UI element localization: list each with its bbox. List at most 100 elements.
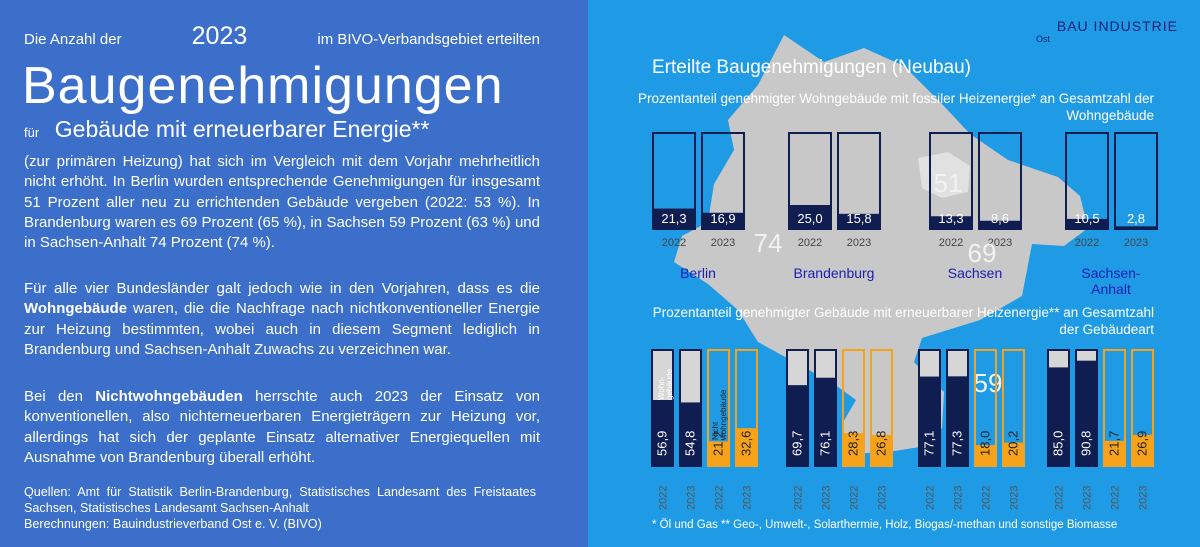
bar-value-label: 77,1 — [922, 431, 937, 456]
year-label: 2023 — [821, 486, 833, 510]
paragraph-3: Bei den Nichtwohngebäuden herrschte auch… — [24, 387, 540, 468]
bar-renewable-1-1-0 — [843, 433, 864, 466]
footnote: * Öl und Gas ** Geo-, Umwelt-, Solarther… — [652, 519, 1118, 531]
bar-value-label: 85,0 — [1051, 431, 1066, 456]
year-label: 2023 — [711, 237, 735, 249]
brand-sub: Ost — [1036, 34, 1051, 44]
sources-line-1: Quellen: Amt für Statistik Berlin-Brande… — [24, 485, 536, 515]
subheadline-small: für — [24, 125, 40, 140]
year-label: 2022 — [1110, 486, 1122, 510]
bar-value-label: 16,9 — [710, 211, 735, 226]
bar-renewable-1-0-0 — [708, 441, 729, 466]
year-label: 2022 — [793, 486, 805, 510]
year-label: 2022 — [658, 486, 670, 510]
bar-renewable-0-0-0 — [652, 399, 673, 466]
bar-renewable-1-3-0 — [1104, 440, 1125, 466]
state-label: Brandenburg — [794, 265, 875, 281]
sources: Quellen: Amt für Statistik Berlin-Brande… — [24, 484, 536, 532]
year-label: 2023 — [1009, 486, 1021, 510]
year-label: 2022 — [798, 237, 822, 249]
bar-renewable-0-3-0 — [1048, 367, 1069, 466]
chart-title: Erteilte Baugenehmigungen (Neubau) — [652, 57, 971, 78]
year-label: 2023 — [988, 237, 1012, 249]
bar-renewable-0-0-1 — [680, 402, 701, 466]
year-label: 2022 — [662, 237, 686, 249]
map-shape — [674, 35, 1088, 454]
bar-value-label: 32,6 — [739, 431, 754, 456]
year-label: 2023 — [847, 237, 871, 249]
bar-value-label: 77,3 — [950, 431, 965, 456]
bar-value-label: 21,2 — [711, 431, 726, 456]
year-label: 2023 — [1138, 486, 1150, 510]
year-label: 2023 — [1082, 486, 1094, 510]
paragraph-2-bold: Wohngebäude — [24, 300, 128, 318]
year-label: 2022 — [714, 486, 726, 510]
year-label: 2022 — [1075, 237, 1099, 249]
subheadline: für Gebäude mit erneuerbarer Energie** — [24, 116, 429, 143]
paragraph-2: Für alle vier Bundesländer galt jedoch w… — [24, 279, 540, 360]
year-label: 2023 — [953, 486, 965, 510]
paragraph-3-b: herrschte auch 2023 der Einsatz von konv… — [24, 388, 541, 466]
sources-line-2: Berechnungen: Bauindustrieverband Ost e.… — [24, 517, 322, 531]
paragraph-2-b: waren, die die Nachfrage nach nichtkonve… — [24, 300, 540, 358]
series-label-wohngebaeude: gebäude — [665, 368, 674, 400]
year-label: 2023 — [1124, 237, 1148, 249]
series-label-wohngebaeude: Wohn- — [657, 376, 666, 400]
bar-fossil-2022-2 — [930, 216, 972, 229]
paragraph-3-bold: Nichtwohngebäuden — [95, 388, 243, 405]
bar-fossil-2023-1 — [838, 213, 880, 229]
intro-line: Die Anzahl der 2023 im BIVO-Verbandsgebi… — [24, 22, 540, 51]
year-label: 2022 — [1054, 486, 1066, 510]
bar-value-label: 18,0 — [978, 431, 993, 456]
bar-value-label: 13,3 — [938, 211, 963, 226]
paragraph-2-a: Für alle vier Bundesländer galt jedoch w… — [24, 280, 540, 297]
bar-renewable-0-3-1 — [1076, 360, 1097, 466]
series-label-nichtwohngebaeude: Nicht — [711, 421, 720, 440]
state-label: Anhalt — [1091, 281, 1131, 297]
bar-renewable-1-2-0 — [975, 445, 996, 466]
headline: Baugenehmigungen — [22, 57, 504, 115]
bar-value-label: 69,7 — [790, 431, 805, 456]
bar-renewable-1-0-1 — [736, 428, 757, 466]
bar-value-label: 21,7 — [1107, 431, 1122, 456]
paragraph-1: (zur primären Heizung) hat sich im Vergl… — [24, 153, 540, 252]
bar-value-label: 15,8 — [846, 211, 871, 226]
bar-renewable-0-1-1 — [815, 377, 836, 466]
bar-renewable-0-2-0 — [919, 376, 940, 466]
state-label: Berlin — [680, 265, 716, 281]
year-label: 2022 — [925, 486, 937, 510]
charts-svg: 21,3 2022 16,9 2023 Berlin 25,0 2022 15,8 2023 Br… — [651, 132, 1158, 510]
series-label-nichtwohngebaeude: wohngebäude — [719, 389, 728, 441]
brand-logo: BAU INDUSTRIE — [1056, 18, 1178, 34]
bar-value-label: 90,8 — [1079, 431, 1094, 456]
bar-fossil-2022-0 — [653, 208, 695, 229]
bar-value-label: 76,1 — [818, 431, 833, 456]
text-panel: Die Anzahl der 2023 im BIVO-Verbandsgebi… — [0, 0, 588, 547]
bar-value-label: 26,9 — [1135, 431, 1150, 456]
bar-renewable-1-2-1 — [1003, 442, 1024, 466]
bar-value-label: 28,3 — [846, 431, 861, 456]
bar-value-label: 56,9 — [655, 431, 670, 456]
bar-renewable-1-3-1 — [1132, 434, 1153, 466]
bar-value-label: 26,8 — [874, 431, 889, 456]
bar-value-label: 21,3 — [661, 211, 686, 226]
bar-fossil-2023-0 — [702, 212, 744, 229]
map-percentage: 51 — [934, 168, 963, 198]
year-label: 2023 — [686, 486, 698, 510]
map-percentage: 69 — [968, 238, 997, 268]
bar-value-label: 2,8 — [1127, 211, 1145, 226]
bar-value-label: 54,8 — [683, 431, 698, 456]
paragraph-3-a: Bei den — [24, 388, 83, 405]
bar-renewable-1-1-1 — [871, 434, 892, 466]
state-label: Sachsen — [948, 265, 1002, 281]
bar-renewable-0-2-1 — [947, 376, 968, 466]
year-label: 2022 — [981, 486, 993, 510]
bar-value-label: 8,6 — [991, 211, 1009, 226]
bar-value-label: 10,5 — [1074, 211, 1099, 226]
map-percentage: 74 — [754, 228, 783, 258]
intro-pre: Die Anzahl der — [24, 31, 122, 48]
section-1-title: Prozentanteil genehmigter Wohngebäude mi… — [637, 91, 1154, 123]
bar-value-label: 20,2 — [1006, 431, 1021, 456]
year-label: 2023 — [742, 486, 754, 510]
